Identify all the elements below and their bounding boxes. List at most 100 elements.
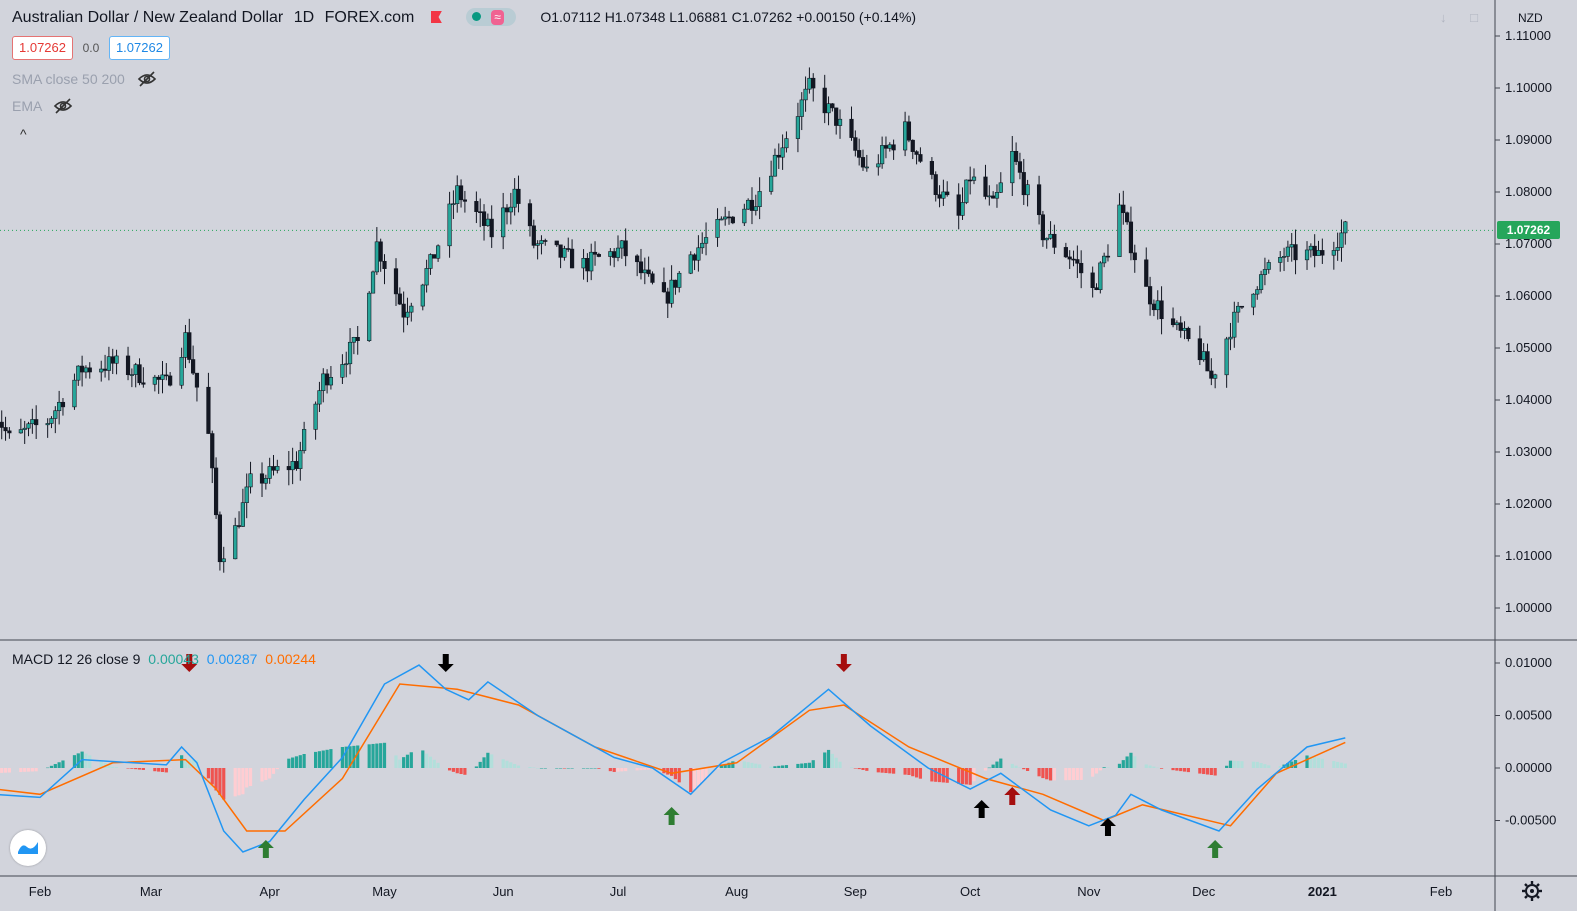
candle-down [1186, 327, 1191, 340]
symbol-name[interactable]: Australian Dollar / New Zealand Dollar [12, 9, 284, 26]
candle-up [700, 242, 705, 249]
market-status-icon[interactable]: ≈ [466, 8, 516, 26]
hidden-eye-icon[interactable] [137, 71, 157, 87]
macd-histogram-bar [463, 768, 467, 775]
macd-histogram-bar [375, 743, 379, 768]
macd-histogram-bar [616, 768, 620, 772]
macd-title[interactable]: MACD 12 26 close 9 [12, 651, 141, 667]
macd-histogram-bar [539, 768, 544, 769]
macd-histogram-bar [287, 758, 291, 768]
price-tick-label: 1.00000 [1505, 600, 1552, 615]
candle-up [83, 367, 89, 373]
candle-up [642, 269, 647, 274]
tradingview-logo-icon[interactable] [10, 830, 46, 866]
candle-down [462, 199, 467, 202]
macd-histogram-bar [777, 765, 781, 768]
macd-histogram-bar [624, 768, 628, 772]
candle-up [1025, 184, 1030, 196]
scroll-down-icon[interactable]: ↓ [1440, 10, 1447, 25]
macd-histogram-bar [1290, 761, 1294, 768]
macd-histogram-bar [1240, 761, 1244, 768]
macd-histogram-bar [1213, 768, 1217, 776]
candle-down [673, 279, 678, 288]
candle-down [661, 282, 667, 293]
macd-histogram-bar [409, 752, 413, 768]
macd-histogram-bar [505, 760, 509, 768]
macd-histogram-bar [1102, 767, 1106, 768]
fullscreen-icon[interactable]: □ [1470, 10, 1478, 25]
sell-button[interactable]: 1.07262 [12, 36, 73, 60]
macd-histogram-bar [689, 768, 693, 793]
macd-histogram-bar [114, 767, 119, 768]
macd-histogram-bar [543, 768, 547, 769]
macd-histogram-bar [968, 768, 972, 785]
candle-down [504, 207, 510, 213]
macd-histogram-bar [528, 767, 532, 768]
macd-histogram-bar [421, 750, 425, 768]
macd-histogram-bar [275, 768, 279, 770]
macd-histogram-bar [1075, 768, 1079, 781]
candle-down [1197, 338, 1202, 361]
macd-histogram-bar [302, 754, 306, 768]
macd-histogram-bar [1320, 758, 1324, 768]
macd-histogram-bar [509, 762, 513, 768]
macd-histogram-bar [30, 768, 34, 772]
candle-up [1266, 262, 1271, 270]
macd-histogram-bar [746, 762, 750, 768]
candle-down [210, 433, 215, 469]
candle-down [1017, 161, 1023, 173]
interval-label[interactable]: 1D [293, 9, 315, 26]
candle-down [141, 382, 146, 385]
macd-histogram-bar [566, 768, 570, 769]
macd-histogram-bar [834, 757, 838, 768]
candle-down [834, 107, 839, 126]
flag-icon[interactable] [430, 11, 442, 23]
macd-histogram-bar [536, 768, 540, 769]
macd-histogram-bar [1171, 768, 1175, 771]
macd-histogram-bar [1343, 763, 1347, 768]
macd-histogram-bar [769, 766, 773, 768]
candle-up [696, 247, 701, 261]
candle-down [569, 248, 575, 269]
macd-histogram-bar [673, 768, 678, 780]
candle-up [22, 427, 27, 430]
candle-up [53, 410, 58, 419]
candle-up [275, 466, 280, 471]
macd-histogram-bar [838, 761, 842, 768]
macd-histogram-bar [1048, 768, 1053, 781]
hidden-eye-icon[interactable] [53, 98, 73, 114]
candle-up [941, 191, 946, 199]
macd-histogram-bar [581, 768, 586, 769]
candle-up [795, 116, 801, 139]
candle-up [619, 240, 624, 249]
time-tick-label: Feb [29, 884, 51, 899]
macd-histogram-bar [1179, 768, 1183, 772]
macd-histogram-bar [222, 768, 226, 800]
macd-histogram-bar [1251, 761, 1256, 768]
candle-down [1209, 370, 1214, 379]
collapse-icon[interactable]: ^ [20, 126, 27, 142]
macd-histogram-bar [945, 768, 949, 783]
candle-down [294, 461, 299, 469]
macd-histogram-bar [677, 768, 681, 783]
candle-down [1293, 244, 1298, 261]
macd-histogram-bar [405, 754, 410, 768]
candle-down [638, 261, 644, 274]
candle-down [1239, 305, 1245, 308]
candle-down [853, 137, 858, 151]
candle-up [1262, 269, 1268, 275]
indicator-ema[interactable]: EMA [12, 98, 73, 114]
candle-up [420, 284, 425, 307]
settings-gear-icon[interactable] [1521, 880, 1543, 907]
candle-down [566, 248, 571, 250]
buy-button[interactable]: 1.07262 [108, 36, 170, 60]
candle-up [1339, 232, 1344, 248]
candle-down [1312, 245, 1317, 256]
candle-up [152, 376, 157, 385]
macd-histogram-bar [371, 743, 375, 768]
macd-histogram-bar [562, 768, 567, 769]
candle-up [753, 206, 758, 211]
indicator-sma[interactable]: SMA close 50 200 [12, 71, 157, 87]
time-tick-label: Feb [1430, 884, 1452, 899]
